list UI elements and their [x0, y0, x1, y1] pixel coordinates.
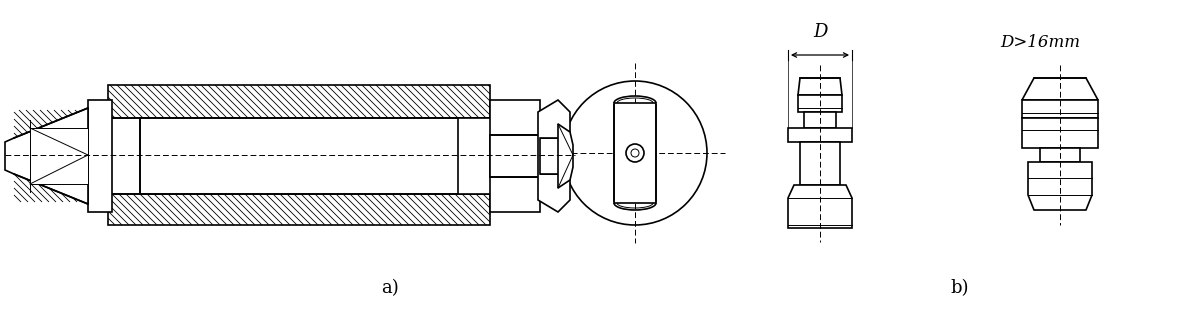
- Circle shape: [631, 149, 638, 157]
- Polygon shape: [1040, 148, 1080, 162]
- Polygon shape: [1022, 100, 1098, 118]
- Text: a): a): [382, 279, 398, 297]
- Polygon shape: [614, 103, 656, 203]
- Circle shape: [563, 81, 707, 225]
- Polygon shape: [788, 128, 852, 142]
- Polygon shape: [800, 142, 840, 185]
- Polygon shape: [30, 128, 88, 184]
- Polygon shape: [1028, 162, 1092, 210]
- Polygon shape: [538, 100, 570, 212]
- Polygon shape: [798, 95, 842, 112]
- Text: D>16mm: D>16mm: [1000, 34, 1080, 51]
- Polygon shape: [540, 138, 568, 174]
- Polygon shape: [558, 124, 572, 188]
- Polygon shape: [804, 112, 836, 128]
- Polygon shape: [798, 78, 842, 95]
- Polygon shape: [88, 100, 112, 212]
- Text: b): b): [950, 279, 970, 297]
- Polygon shape: [1022, 78, 1098, 100]
- Polygon shape: [458, 118, 502, 194]
- Polygon shape: [140, 118, 460, 194]
- Polygon shape: [788, 185, 852, 228]
- Polygon shape: [490, 135, 540, 177]
- Polygon shape: [490, 100, 540, 212]
- Polygon shape: [1022, 118, 1098, 148]
- Polygon shape: [5, 108, 88, 204]
- Circle shape: [626, 144, 644, 162]
- Text: D: D: [812, 23, 827, 41]
- Polygon shape: [108, 118, 490, 194]
